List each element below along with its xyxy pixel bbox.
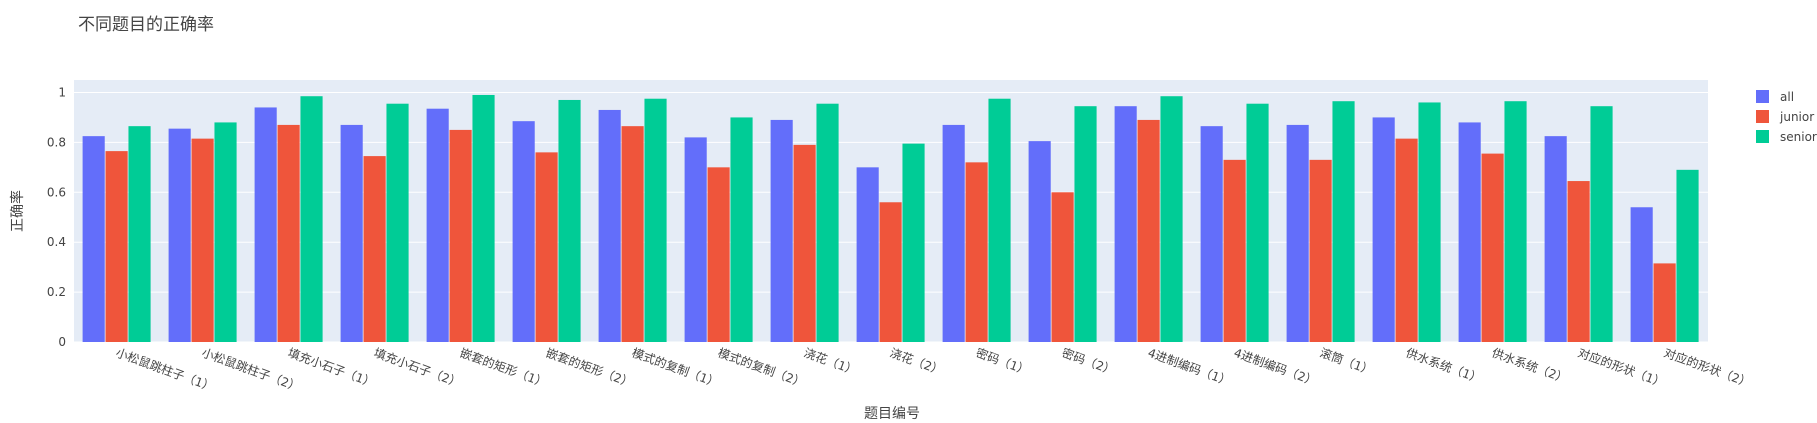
- x-axis-title: 题目编号: [864, 406, 920, 422]
- x-tick-label: 小松鼠跳柱子（1）: [114, 345, 217, 395]
- y-axis-title: 正确率: [9, 190, 26, 232]
- x-tick-label: 供水系统（2）: [1490, 346, 1570, 386]
- bar-all[interactable]: [598, 109, 621, 342]
- bar-junior[interactable]: [535, 152, 558, 342]
- x-tick-label: 模式的复制（2）: [716, 345, 807, 390]
- y-tick-label: 0.4: [47, 235, 66, 249]
- bar-junior[interactable]: [621, 126, 644, 343]
- bar-senior[interactable]: [472, 94, 495, 342]
- bar-all[interactable]: [856, 167, 879, 342]
- x-axis-ticks: 小松鼠跳柱子（1）小松鼠跳柱子（2）填充小石子（1）填充小石子（2）嵌套的矩形（…: [114, 345, 1753, 395]
- bar-senior[interactable]: [730, 117, 753, 342]
- bar-senior[interactable]: [988, 98, 1011, 342]
- legend-label-all[interactable]: all: [1780, 90, 1794, 104]
- legend-label-junior[interactable]: junior: [1779, 110, 1814, 124]
- bar-senior[interactable]: [214, 122, 237, 343]
- bar-senior[interactable]: [902, 143, 925, 342]
- bar-all[interactable]: [426, 108, 449, 342]
- bar-all[interactable]: [254, 107, 277, 342]
- chart-title: 不同题目的正确率: [78, 15, 214, 35]
- x-tick-label: 小松鼠跳柱子（2）: [200, 345, 303, 395]
- bar-junior[interactable]: [1395, 138, 1418, 342]
- bar-junior[interactable]: [363, 156, 386, 342]
- x-tick-label: 对应的形状（1）: [1576, 345, 1667, 390]
- bar-all[interactable]: [1458, 122, 1481, 343]
- legend-swatch-all[interactable]: [1756, 90, 1769, 103]
- bar-all[interactable]: [1372, 117, 1395, 342]
- y-tick-label: 0.8: [47, 135, 66, 149]
- bar-senior[interactable]: [1074, 106, 1097, 342]
- bar-all[interactable]: [684, 137, 707, 342]
- bar-senior[interactable]: [300, 96, 323, 342]
- bar-senior[interactable]: [816, 103, 839, 342]
- bar-junior[interactable]: [1481, 153, 1504, 342]
- y-axis-ticks: 0 0.2 0.4 0.6 0.8 1: [47, 85, 66, 349]
- bar-all[interactable]: [1630, 207, 1653, 342]
- bar-all[interactable]: [340, 124, 363, 343]
- legend: all junior senior: [1756, 90, 1817, 144]
- bar-junior[interactable]: [1223, 159, 1246, 342]
- bar-all[interactable]: [1544, 136, 1567, 342]
- bar-senior[interactable]: [644, 98, 667, 342]
- legend-swatch-junior[interactable]: [1756, 110, 1769, 123]
- bar-all[interactable]: [1200, 126, 1223, 343]
- bar-all[interactable]: [1028, 141, 1051, 342]
- bar-all[interactable]: [1114, 106, 1137, 342]
- bar-senior[interactable]: [386, 103, 409, 342]
- bar-all[interactable]: [770, 119, 793, 342]
- bar-senior[interactable]: [1332, 101, 1355, 342]
- x-tick-label: 密码（2）: [1060, 345, 1117, 378]
- x-tick-label: 4进制编码（2）: [1232, 345, 1319, 389]
- x-tick-label: 模式的复制（1）: [630, 345, 721, 390]
- bar-junior[interactable]: [105, 151, 128, 342]
- x-tick-label: 浇花（1）: [802, 345, 859, 378]
- bar-junior[interactable]: [449, 129, 472, 342]
- bar-senior[interactable]: [1590, 106, 1613, 342]
- bar-junior[interactable]: [1653, 263, 1676, 342]
- legend-swatch-senior[interactable]: [1756, 130, 1769, 143]
- y-tick-label: 0.6: [47, 185, 66, 199]
- bar-senior[interactable]: [1418, 102, 1441, 342]
- bar-all[interactable]: [512, 121, 535, 343]
- x-tick-label: 密码（1）: [974, 345, 1031, 378]
- bar-junior[interactable]: [277, 124, 300, 343]
- bar-junior[interactable]: [879, 202, 902, 342]
- bars-group: [82, 94, 1699, 343]
- x-tick-label: 嵌套的矩形（1）: [458, 345, 549, 390]
- bar-junior[interactable]: [1567, 181, 1590, 342]
- x-tick-label: 4进制编码（1）: [1146, 345, 1233, 389]
- bar-senior[interactable]: [1160, 96, 1183, 342]
- bar-all[interactable]: [168, 128, 191, 342]
- bar-senior[interactable]: [1246, 103, 1269, 342]
- bar-senior[interactable]: [1504, 101, 1527, 342]
- x-tick-label: 滚筒（1）: [1318, 345, 1375, 378]
- bar-senior[interactable]: [1676, 169, 1699, 342]
- bar-junior[interactable]: [965, 162, 988, 342]
- y-tick-label: 1: [58, 85, 66, 99]
- x-tick-label: 供水系统（1）: [1404, 346, 1484, 386]
- bar-senior[interactable]: [558, 99, 581, 342]
- bar-junior[interactable]: [707, 167, 730, 342]
- bar-junior[interactable]: [1137, 119, 1160, 342]
- y-tick-label: 0.2: [47, 285, 66, 299]
- bar-junior[interactable]: [1309, 159, 1332, 342]
- bar-junior[interactable]: [1051, 192, 1074, 342]
- x-tick-label: 填充小石子（2）: [372, 345, 463, 390]
- bar-junior[interactable]: [191, 138, 214, 342]
- legend-label-senior[interactable]: senior: [1780, 130, 1817, 144]
- y-tick-label: 0: [58, 335, 66, 349]
- x-tick-label: 嵌套的矩形（2）: [544, 345, 635, 390]
- bar-senior[interactable]: [128, 126, 151, 343]
- bar-all[interactable]: [82, 136, 105, 342]
- bar-all[interactable]: [942, 124, 965, 343]
- bar-junior[interactable]: [793, 144, 816, 342]
- x-tick-label: 对应的形状（2）: [1662, 345, 1753, 390]
- bar-all[interactable]: [1286, 124, 1309, 343]
- x-tick-label: 浇花（2）: [888, 345, 945, 378]
